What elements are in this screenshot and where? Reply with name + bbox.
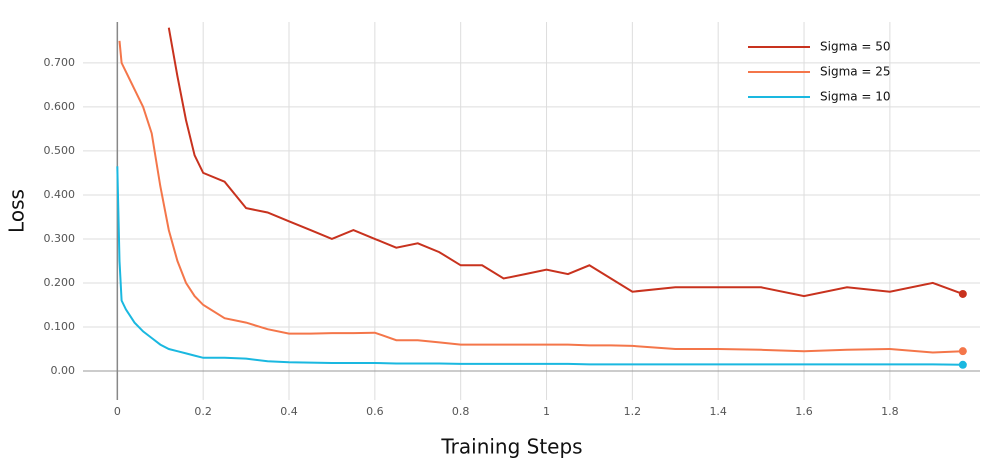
- y-axis-title: Loss: [5, 189, 29, 233]
- y-tick-label: 0.00: [51, 364, 76, 377]
- series-line: [167, 27, 964, 298]
- x-tick-label: 0.6: [366, 405, 384, 418]
- end-dot: [958, 289, 967, 298]
- x-tick-label: 1.2: [624, 405, 642, 418]
- x-tick-label: 0: [114, 405, 121, 418]
- x-tick-label: 1.6: [795, 405, 813, 418]
- legend-label: Sigma = 25: [820, 65, 891, 79]
- x-tick-label: 1.4: [709, 405, 727, 418]
- x-tick-label: 0.4: [280, 405, 298, 418]
- y-tick-label: 0.700: [44, 56, 76, 69]
- x-tick-label: 1.8: [881, 405, 899, 418]
- x-tick-label: 0.2: [194, 405, 212, 418]
- y-tick-label: 0.500: [44, 144, 76, 157]
- x-tick-label: 0.8: [452, 405, 470, 418]
- x-tick-label: 1: [543, 405, 550, 418]
- legend-label: Sigma = 10: [820, 90, 891, 104]
- y-tick-label: 0.300: [44, 232, 76, 245]
- y-tick-label: 0.100: [44, 320, 76, 333]
- end-dot: [958, 360, 967, 369]
- series-line: [118, 40, 963, 354]
- end-dot: [958, 347, 967, 356]
- series-line: [116, 166, 963, 366]
- y-tick-label: 0.400: [44, 188, 76, 201]
- y-tick-label: 0.600: [44, 100, 76, 113]
- y-tick-label: 0.200: [44, 276, 76, 289]
- legend-label: Sigma = 50: [820, 40, 891, 54]
- plot-area: [116, 27, 967, 369]
- x-axis-title: Training Steps: [440, 435, 582, 459]
